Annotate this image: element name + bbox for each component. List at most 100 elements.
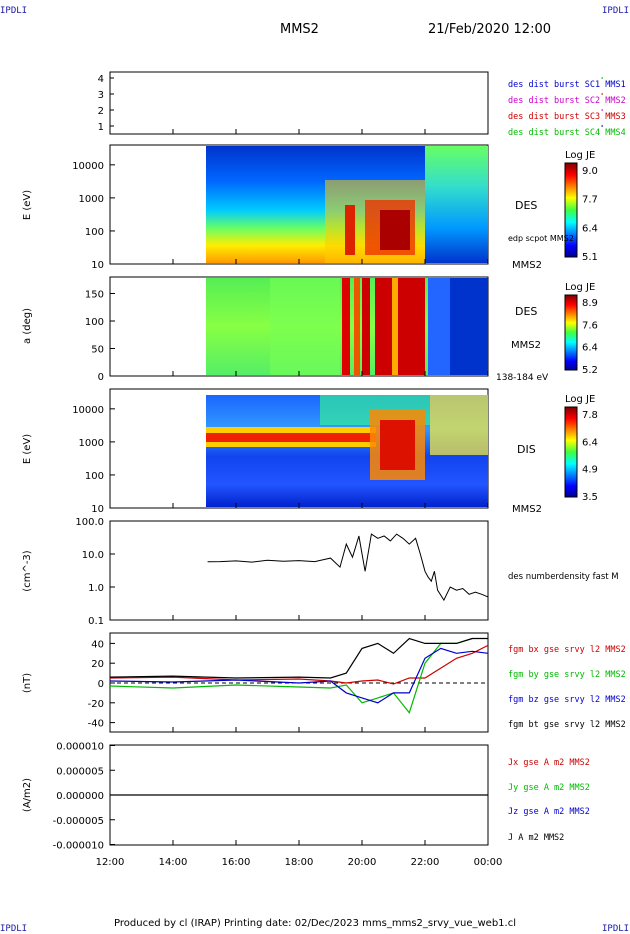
burst-legend-label: des dist burst SC1 MMS1 (508, 80, 626, 90)
burst-legend-label: des dist burst SC4 MMS4 (508, 128, 626, 138)
current-legend-label: Jx gse A m2 MMS2 (508, 758, 590, 768)
heatmap-y-tick-label: 100 (85, 471, 104, 482)
panel-side-label: DES (515, 199, 537, 212)
panel-side-label: edp scpot MMS2 (508, 234, 574, 243)
panel-side-label: DES (515, 305, 537, 318)
b-field-line-layer (109, 637, 489, 714)
bfield-legend-label: fgm bx gse srvy l2 MMS2 (508, 645, 626, 655)
heatmap-y-tick-label: 10 (91, 504, 104, 515)
pitch-y-tick-label: 0 (98, 372, 104, 383)
axis-label-layer: 1 2 3 4 des dist burst SC1 MMS1 des dist burs… (22, 74, 626, 868)
corner-label-top-left: IPDLI (0, 6, 28, 16)
bfield-legend-label: fgm bt gse srvy l2 MMS2 (508, 720, 626, 730)
colorbar-tick-label: 7.7 (582, 195, 598, 206)
density-y-tick-label: 1.0 (88, 583, 104, 594)
x-tick-label: 22:00 (411, 857, 440, 868)
density-line-layer (207, 533, 489, 602)
header-datetime: 21/Feb/2020 12:00 (428, 22, 551, 37)
heatmap-y-tick-label: 10000 (72, 161, 104, 172)
corner-label-bottom-right: IPDLI (602, 924, 630, 934)
pitch-y-tick-label: 100 (85, 317, 104, 328)
colorbar-title: Log JE (565, 282, 595, 293)
bfield-series-line (109, 647, 489, 704)
panel-side-label: 138-184 eV (496, 373, 549, 383)
bfield-series-line (109, 637, 473, 714)
current-legend-label: Jy gse A m2 MMS2 (508, 783, 590, 793)
bfield-legend-label: fgm bz gse srvy l2 MMS2 (508, 695, 626, 705)
x-tick-label: 12:00 (96, 857, 125, 868)
bfield-y-tick-label: -20 (88, 699, 104, 710)
y-axis-title: (nT) (22, 673, 33, 693)
colorbar-tick-label: 5.2 (582, 365, 598, 376)
colorbar-tick-label: 8.9 (582, 298, 598, 309)
burst-y-tick-label: 4 (98, 74, 104, 85)
colorbar-title: Log JE (565, 150, 595, 161)
bfield-y-tick-label: 40 (91, 639, 104, 650)
current-y-tick-label: 0.000010 (56, 742, 104, 753)
current-y-tick-label: -0.000005 (53, 816, 104, 827)
y-axis-title: (A/m2) (22, 778, 33, 812)
burst-y-tick-label: 1 (98, 122, 104, 133)
page-title: MMS2 (280, 22, 319, 37)
corner-label-top-right: IPDLI (602, 6, 630, 16)
des-energy-heatmap (206, 146, 488, 263)
panel-burst-frame (109, 71, 489, 135)
des-energy-colorbar (564, 162, 578, 258)
colorbar-tick-label: 9.0 (582, 166, 598, 177)
density-series-line (207, 533, 489, 602)
footer-credits: Produced by cl (IRAP) Printing date: 02/… (114, 918, 516, 929)
colorbar-tick-label: 7.8 (582, 410, 598, 421)
burst-markers (601, 77, 603, 127)
burst-legend-label: des dist burst SC2 MMS2 (508, 96, 626, 106)
colorbar-tick-label: 5.1 (582, 252, 598, 263)
bfield-legend-label: fgm by gse srvy l2 MMS2 (508, 670, 626, 680)
dis-energy-colorbar (564, 406, 578, 498)
colorbar-title: Log JE (565, 394, 595, 405)
pitch-angle-colorbar (564, 294, 578, 371)
current-y-tick-label: 0.000005 (56, 766, 104, 777)
colorbar-tick-label: 7.6 (582, 320, 598, 331)
colorbar-tick-label: 3.5 (582, 492, 598, 503)
heatmap-y-tick-label: 10000 (72, 405, 104, 416)
bfield-y-tick-label: -40 (88, 719, 104, 730)
colorbar-tick-label: 6.4 (582, 343, 598, 354)
colorbar-tick-label: 6.4 (582, 437, 598, 448)
bfield-y-tick-label: 20 (91, 659, 104, 670)
y-axis-title: E (eV) (22, 434, 33, 464)
current-legend-label: J A m2 MMS2 (508, 833, 564, 843)
density-y-tick-label: 0.1 (88, 616, 104, 627)
x-tick-label: 16:00 (222, 857, 251, 868)
current-y-tick-label: 0.000000 (56, 791, 104, 802)
panel-density-frame (109, 520, 489, 621)
colorbar-tick-label: 4.9 (582, 465, 598, 476)
current-legend-label: Jz gse A m2 MMS2 (508, 807, 590, 817)
density-legend-label: des numberdensity fast M (508, 572, 619, 582)
density-y-tick-label: 100.0 (75, 517, 104, 528)
panel-side-label: MMS2 (512, 260, 542, 271)
heatmap-y-tick-label: 1000 (79, 194, 104, 205)
corner-label-bottom-left: IPDLI (0, 924, 28, 934)
burst-legend-label: des dist burst SC3 MMS3 (508, 112, 626, 122)
bfield-series-line (109, 637, 488, 679)
heatmap-y-tick-label: 1000 (79, 438, 104, 449)
y-axis-title: (cm^-3) (22, 550, 33, 591)
x-tick-label: 18:00 (285, 857, 314, 868)
y-axis-title: E (eV) (22, 190, 33, 220)
bfield-y-tick-label: 0 (98, 679, 104, 690)
y-axis-title: a (deg) (22, 308, 33, 344)
x-tick-label: 14:00 (159, 857, 188, 868)
x-tick-label: 00:00 (474, 857, 503, 868)
burst-y-tick-label: 3 (98, 90, 104, 101)
current-y-tick-label: -0.000010 (53, 841, 104, 852)
panel-side-label: MMS2 (511, 340, 541, 351)
burst-y-tick-label: 2 (98, 106, 104, 117)
heatmap-y-tick-label: 10 (91, 260, 104, 271)
pitch-y-tick-label: 50 (91, 345, 104, 356)
bfield-series-line (109, 644, 489, 685)
heatmap-y-tick-label: 100 (85, 227, 104, 238)
panel-side-label: DIS (517, 443, 536, 456)
pitch-angle-heatmap (206, 278, 488, 375)
x-tick-label: 20:00 (348, 857, 377, 868)
